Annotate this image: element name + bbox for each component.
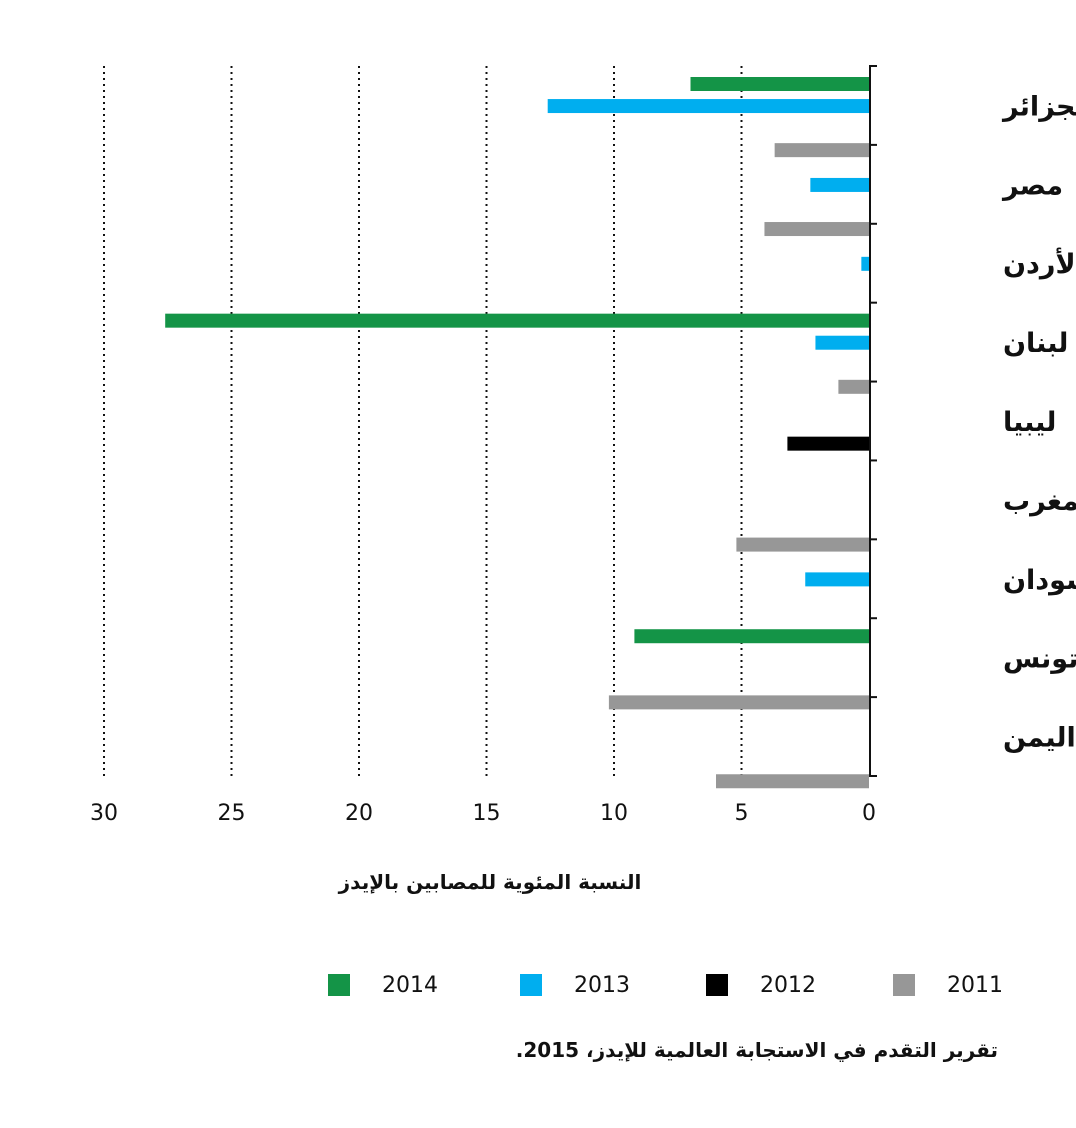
x-tick-labels: 0 5 10 15 20 25 30: [90, 801, 876, 826]
legend-label-2012: 2012: [760, 972, 816, 998]
bar-2011-8: [716, 774, 869, 789]
bar-2013-6: [805, 572, 869, 587]
bar-2013-3: [815, 335, 869, 350]
category-label-3: لبنان: [1003, 328, 1068, 359]
x-tick-5: 5: [735, 801, 749, 826]
source-note: تقرير التقدم في الاستجابة العالمية للإيد…: [515, 1038, 998, 1062]
legend-item-2013: 2013: [520, 968, 630, 1002]
gridlines: [103, 66, 743, 776]
bar-2013-2: [861, 256, 869, 271]
bar-2011-1: [764, 222, 869, 237]
x-tick-20: 20: [345, 801, 373, 826]
bar-2014-0: [690, 77, 869, 91]
bar-2012-4: [787, 436, 869, 451]
x-axis-title: النسبة المئوية للمصابين بالإيدز: [338, 870, 642, 894]
category-label-8: اليمن: [1003, 723, 1076, 754]
bar-2013-1: [810, 177, 869, 192]
x-tick-25: 25: [218, 801, 246, 826]
category-label-6: السودان: [1003, 565, 1076, 596]
bar-2011-3: [838, 379, 869, 394]
category-label-1: مصر: [1001, 170, 1063, 201]
category-label-5: المغرب: [1003, 486, 1076, 517]
bar-2014-7: [634, 629, 869, 644]
chart: الجزائر مصر الأردن لبنان ليبيا المغرب السودان ت…: [90, 65, 1076, 826]
x-tick-0: 0: [862, 801, 876, 826]
x-tick-10: 10: [600, 801, 628, 826]
legend-label-2013: 2013: [574, 972, 630, 998]
x-tick-15: 15: [473, 801, 501, 826]
bar-2011-7: [608, 695, 869, 710]
legend-swatch-2013: [520, 974, 542, 996]
legend-label-2014: 2014: [382, 972, 438, 998]
legend-swatch-2012: [706, 974, 728, 996]
bars: [165, 77, 869, 789]
legend-item-2012: 2012: [706, 968, 816, 1002]
category-label-4: ليبيا: [1003, 407, 1056, 438]
category-label-7: تونس: [1003, 644, 1076, 675]
legend-label-2011: 2011: [947, 972, 1003, 998]
category-label-0: الجزائر: [1001, 91, 1076, 122]
legend-item-2014: 2014: [328, 968, 438, 1002]
legend-swatch-2011: [893, 974, 915, 996]
bar-2011-0: [774, 143, 869, 158]
bar-2013-0: [547, 99, 869, 114]
x-tick-30: 30: [90, 801, 118, 826]
legend-item-2011: 2011: [893, 968, 1003, 1002]
bar-2014-3: [165, 313, 869, 328]
category-label-2: الأردن: [1003, 247, 1076, 280]
legend-swatch-2014: [328, 974, 350, 996]
category-axis: [869, 65, 877, 777]
category-labels: الجزائر مصر الأردن لبنان ليبيا المغرب السودان ت…: [1001, 91, 1076, 753]
bar-2011-5: [736, 537, 869, 552]
